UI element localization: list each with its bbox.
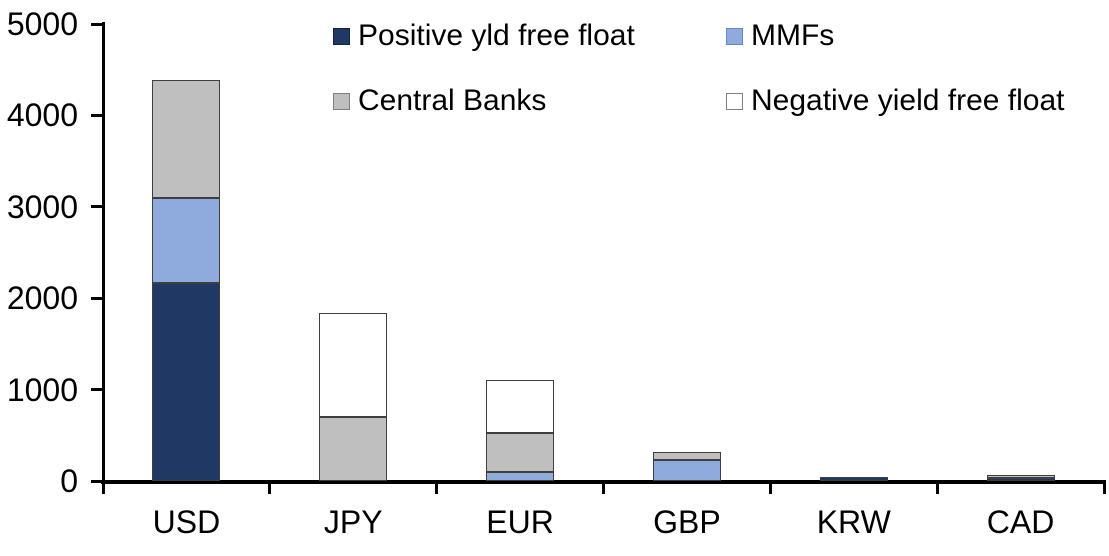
x-tick-mark xyxy=(101,481,105,494)
y-tick-label: 2000 xyxy=(6,280,78,317)
x-tick-label: GBP xyxy=(653,504,721,540)
y-tick-label: 1000 xyxy=(6,371,78,408)
y-tick-mark xyxy=(91,205,103,209)
x-tick-mark xyxy=(935,481,939,494)
bar-segment xyxy=(986,475,1055,478)
bar-segment xyxy=(819,476,888,481)
bar-segment xyxy=(152,197,221,283)
y-axis-line xyxy=(101,22,105,483)
x-tick-mark xyxy=(602,481,605,494)
y-tick-label: 3000 xyxy=(6,188,78,225)
x-tick-label: JPY xyxy=(323,504,383,540)
legend-swatch xyxy=(333,93,350,110)
y-tick-mark xyxy=(91,113,103,117)
legend-label: Positive yld free float xyxy=(358,19,635,52)
bar-segment xyxy=(486,471,555,481)
bar-segment xyxy=(152,282,221,481)
legend-swatch xyxy=(726,93,743,110)
bar-segment xyxy=(486,432,555,472)
legend-label: Negative yield free float xyxy=(751,84,1065,117)
x-tick-mark xyxy=(268,481,272,494)
bar-segment xyxy=(319,417,388,481)
bar-segment xyxy=(652,459,721,481)
y-tick-label: 4000 xyxy=(6,97,78,134)
legend-label: Central Banks xyxy=(358,84,547,117)
x-tick-label: CAD xyxy=(986,504,1055,540)
bar-segment xyxy=(152,79,221,198)
bar-segment xyxy=(486,379,555,433)
bar-segment xyxy=(652,451,721,460)
x-tick-label: USD xyxy=(152,504,221,540)
bar-segment xyxy=(319,312,388,417)
x-tick-mark xyxy=(435,481,439,494)
x-tick-label: KRW xyxy=(816,504,891,540)
legend-label: MMFs xyxy=(751,19,835,52)
y-tick-label: 5000 xyxy=(6,6,78,42)
legend-swatch xyxy=(333,28,350,45)
y-tick-mark xyxy=(91,388,103,392)
y-tick-mark xyxy=(91,479,103,483)
bar-segment xyxy=(986,477,1055,481)
y-tick-label: 0 xyxy=(60,463,78,499)
y-tick-mark xyxy=(91,296,103,300)
legend-swatch xyxy=(726,28,743,45)
x-tick-label: EUR xyxy=(486,504,554,540)
x-tick-mark xyxy=(768,481,772,494)
y-tick-mark xyxy=(91,22,103,26)
x-tick-mark xyxy=(1102,481,1106,494)
